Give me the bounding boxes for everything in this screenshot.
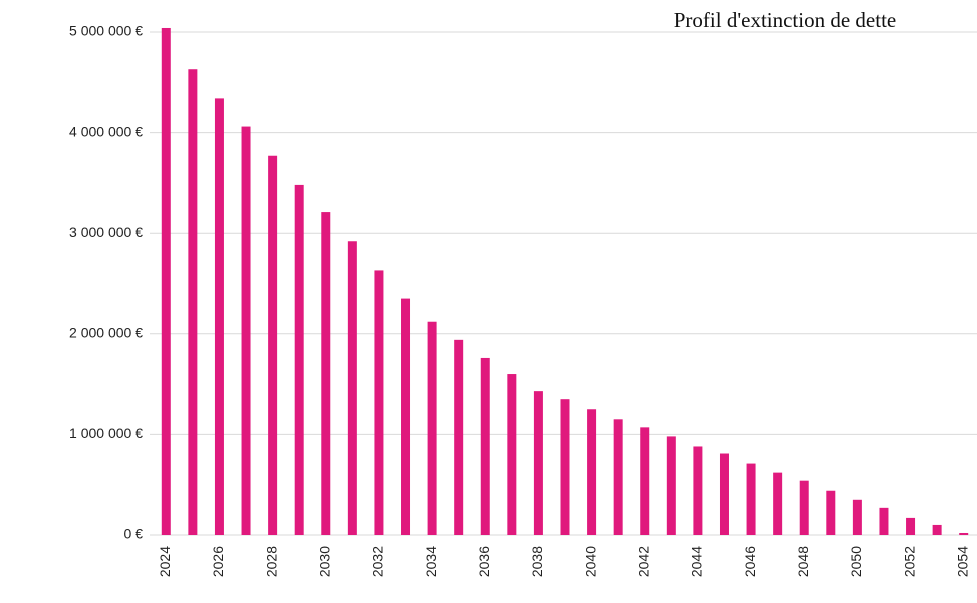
- x-tick-label: 2036: [476, 546, 492, 577]
- bar: [932, 524, 942, 535]
- x-tick-label: 2042: [635, 546, 651, 577]
- bar: [719, 453, 729, 535]
- x-tick-label: 2038: [529, 546, 545, 577]
- y-tick-label: 1 000 000 €: [69, 425, 143, 441]
- y-tick-label: 5 000 000 €: [69, 23, 143, 39]
- bar: [294, 184, 304, 536]
- x-tick-label: 2026: [210, 546, 226, 577]
- bar: [321, 212, 331, 535]
- x-tick-label: 2048: [795, 546, 811, 577]
- y-tick-label: 0 €: [124, 526, 144, 542]
- x-tick-label: 2032: [370, 546, 386, 577]
- x-tick-label: 2044: [689, 546, 705, 577]
- bar: [799, 480, 809, 535]
- bar: [906, 517, 916, 535]
- x-tick-label: 2046: [742, 546, 758, 577]
- bar: [507, 374, 517, 535]
- chart-title: Profil d'extinction de dette: [674, 8, 896, 32]
- bar: [693, 446, 703, 535]
- x-tick-label: 2028: [263, 546, 279, 577]
- x-tick-label: 2052: [901, 546, 917, 577]
- bar: [268, 155, 278, 535]
- bar: [666, 436, 676, 535]
- bar: [587, 409, 597, 535]
- bar: [241, 126, 251, 536]
- x-tick-label: 2040: [582, 546, 598, 577]
- x-tick-label: 2034: [423, 546, 439, 577]
- bar: [852, 499, 862, 535]
- bar: [533, 391, 543, 535]
- bar: [613, 419, 623, 535]
- bar: [161, 27, 171, 535]
- bar: [640, 427, 650, 535]
- x-tick-label: 2024: [157, 546, 173, 577]
- bar: [560, 399, 570, 535]
- y-tick-label: 3 000 000 €: [69, 224, 143, 240]
- bar: [401, 298, 411, 535]
- bar: [826, 490, 836, 535]
- bar: [214, 98, 224, 536]
- x-tick-label: 2030: [316, 546, 332, 577]
- bar: [746, 463, 756, 535]
- y-tick-label: 4 000 000 €: [69, 123, 143, 139]
- bar: [959, 532, 969, 535]
- y-tick-label: 2 000 000 €: [69, 325, 143, 341]
- bar: [188, 69, 198, 536]
- bar: [427, 321, 437, 535]
- bar: [879, 507, 889, 535]
- bar: [773, 472, 783, 535]
- bar: [454, 339, 464, 535]
- bar: [480, 357, 490, 535]
- x-tick-label: 2050: [848, 546, 864, 577]
- bar: [374, 270, 384, 535]
- bar: [347, 241, 357, 536]
- x-tick-label: 2054: [954, 546, 970, 577]
